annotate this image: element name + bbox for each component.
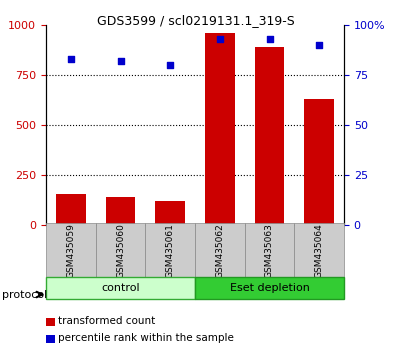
Bar — [294, 223, 344, 278]
Text: GSM435061: GSM435061 — [166, 223, 175, 278]
Point — [68, 56, 74, 62]
Bar — [245, 223, 294, 278]
Text: GSM435060: GSM435060 — [116, 223, 125, 278]
Point — [217, 36, 223, 42]
Bar — [155, 201, 185, 225]
Bar — [56, 194, 86, 225]
Point — [266, 36, 273, 42]
Bar — [195, 223, 245, 278]
Bar — [195, 277, 344, 299]
Bar — [145, 223, 195, 278]
Bar — [96, 223, 145, 278]
Bar — [106, 197, 135, 225]
Text: transformed count: transformed count — [58, 316, 155, 326]
Text: GSM435062: GSM435062 — [215, 223, 224, 278]
Bar — [46, 223, 96, 278]
Bar — [304, 99, 334, 225]
Bar — [255, 47, 284, 225]
Text: GDS3599 / scl0219131.1_319-S: GDS3599 / scl0219131.1_319-S — [97, 14, 295, 27]
Point — [167, 62, 173, 68]
Text: Eset depletion: Eset depletion — [230, 283, 310, 293]
Bar — [205, 33, 235, 225]
Text: GSM435064: GSM435064 — [315, 223, 324, 278]
Text: percentile rank within the sample: percentile rank within the sample — [58, 333, 234, 343]
Bar — [46, 277, 195, 299]
Point — [117, 58, 124, 64]
Text: control: control — [101, 283, 140, 293]
Point — [316, 42, 322, 48]
Text: protocol: protocol — [2, 290, 47, 299]
Text: GSM435059: GSM435059 — [66, 223, 75, 278]
Text: GSM435063: GSM435063 — [265, 223, 274, 278]
